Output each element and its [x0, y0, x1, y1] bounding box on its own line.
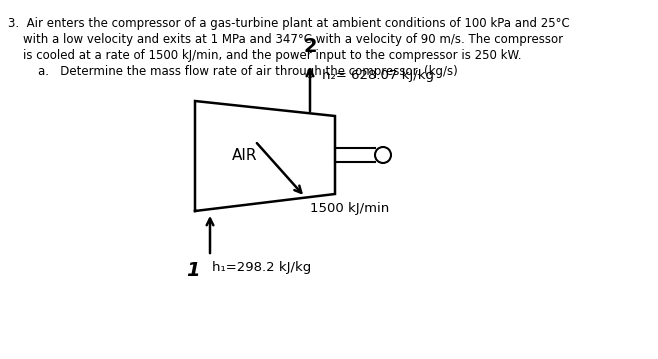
Text: h₁=298.2 kJ/kg: h₁=298.2 kJ/kg [212, 261, 311, 274]
Text: 1: 1 [186, 261, 200, 280]
Text: a.   Determine the mass flow rate of air through the compressor. (kg/s): a. Determine the mass flow rate of air t… [8, 65, 458, 78]
Text: AIR: AIR [232, 149, 258, 163]
Text: h₂= 628.07 kJ/kg: h₂= 628.07 kJ/kg [322, 69, 434, 82]
Text: 2: 2 [303, 37, 316, 56]
Text: 1500 kJ/min: 1500 kJ/min [310, 202, 390, 215]
Text: with a low velocity and exits at 1 MPa and 347°C with a velocity of 90 m/s. The : with a low velocity and exits at 1 MPa a… [8, 33, 563, 46]
Text: is cooled at a rate of 1500 kJ/min, and the power input to the compressor is 250: is cooled at a rate of 1500 kJ/min, and … [8, 49, 522, 62]
Text: 3.  Air enters the compressor of a gas-turbine plant at ambient conditions of 10: 3. Air enters the compressor of a gas-tu… [8, 17, 570, 30]
